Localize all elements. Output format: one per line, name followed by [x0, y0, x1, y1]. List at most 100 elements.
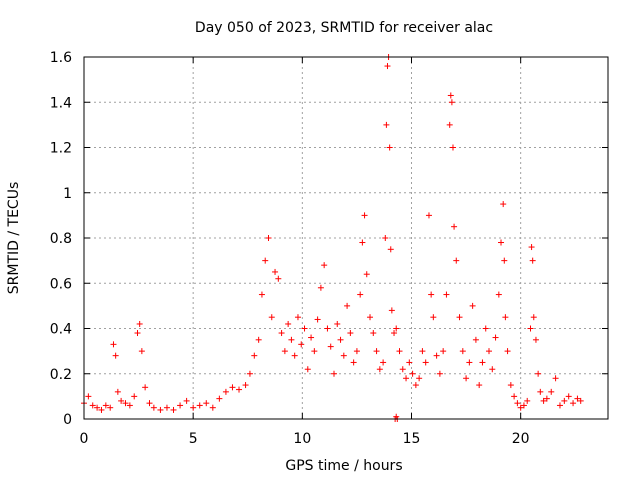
data-point [577, 397, 584, 404]
data-point [301, 325, 308, 332]
y-tick-label: 1.2 [50, 141, 72, 157]
data-point [382, 235, 389, 241]
data-point [107, 404, 114, 411]
data-point [363, 271, 370, 278]
data-point [317, 284, 324, 291]
data-point [327, 343, 334, 350]
data-point [469, 302, 476, 309]
data-point [118, 397, 125, 404]
data-point [561, 397, 568, 404]
data-point [353, 348, 360, 355]
data-point [529, 257, 536, 264]
data-point [146, 400, 153, 407]
data-point [157, 406, 164, 413]
data-point [456, 314, 463, 321]
data-point [102, 402, 109, 409]
data-point [425, 212, 432, 219]
data-point [422, 359, 429, 366]
y-axis-title: SRMTID / TECUs [6, 182, 22, 295]
data-point [556, 402, 563, 409]
x-tick-label: 20 [512, 431, 530, 447]
data-point [476, 382, 483, 389]
data-point [570, 400, 577, 407]
data-point [255, 336, 262, 343]
data-point [98, 406, 105, 413]
data-point [265, 235, 272, 241]
data-point [486, 348, 493, 355]
data-point [229, 384, 236, 391]
data-point [436, 370, 443, 377]
data-point [359, 239, 366, 246]
data-point [416, 375, 423, 382]
data-point [574, 395, 581, 402]
data-point [150, 404, 157, 411]
data-point [334, 320, 341, 327]
data-point [409, 370, 416, 377]
data-point [543, 395, 550, 402]
data-point [170, 406, 177, 413]
data-point [222, 388, 229, 395]
data-point [380, 359, 387, 366]
data-point [275, 275, 282, 282]
data-point [321, 262, 328, 269]
data-point [537, 388, 544, 395]
data-point [94, 404, 101, 411]
data-point [451, 223, 458, 230]
data-point [419, 348, 426, 355]
y-tick-label: 0.6 [50, 276, 72, 292]
data-point [386, 144, 393, 151]
data-point [527, 325, 534, 332]
data-point [337, 336, 344, 343]
data-point [449, 144, 456, 151]
data-point [163, 404, 170, 411]
data-point [412, 382, 419, 389]
y-tick-label: 1.6 [50, 50, 72, 66]
data-point [448, 99, 455, 106]
data-point [281, 348, 288, 355]
data-point [406, 359, 413, 366]
data-point [492, 334, 499, 341]
data-point [190, 404, 197, 411]
data-point [288, 336, 295, 343]
data-point [524, 397, 531, 404]
data-point [520, 402, 527, 409]
data-point [262, 257, 269, 264]
data-point [134, 330, 141, 337]
data-point [126, 402, 133, 409]
data-point [440, 348, 447, 355]
data-point [403, 375, 410, 382]
y-tick-label: 1.4 [50, 95, 72, 111]
data-point [350, 359, 357, 366]
data-point [548, 388, 555, 395]
data-point [428, 291, 435, 298]
data-point [393, 325, 400, 332]
data-point [373, 348, 380, 355]
data-point [383, 121, 390, 128]
data-point [285, 320, 292, 327]
data-point [85, 393, 92, 400]
data-point [502, 314, 509, 321]
data-point [344, 302, 351, 309]
data-point [370, 330, 377, 337]
data-point [433, 352, 440, 359]
plot-frame [83, 56, 609, 420]
data-point [507, 382, 514, 389]
data-point [443, 291, 450, 298]
data-point [495, 291, 502, 298]
data-point [311, 348, 318, 355]
data-point [482, 325, 489, 332]
data-point [251, 352, 258, 359]
data-point [430, 314, 437, 321]
data-point [268, 314, 275, 321]
data-point [242, 382, 249, 389]
data-point [565, 393, 572, 400]
data-point [357, 291, 364, 298]
data-point [246, 370, 253, 377]
data-point [535, 370, 542, 377]
data-point [330, 370, 337, 377]
data-point [209, 404, 216, 411]
data-point [367, 314, 374, 321]
data-point [498, 239, 505, 246]
